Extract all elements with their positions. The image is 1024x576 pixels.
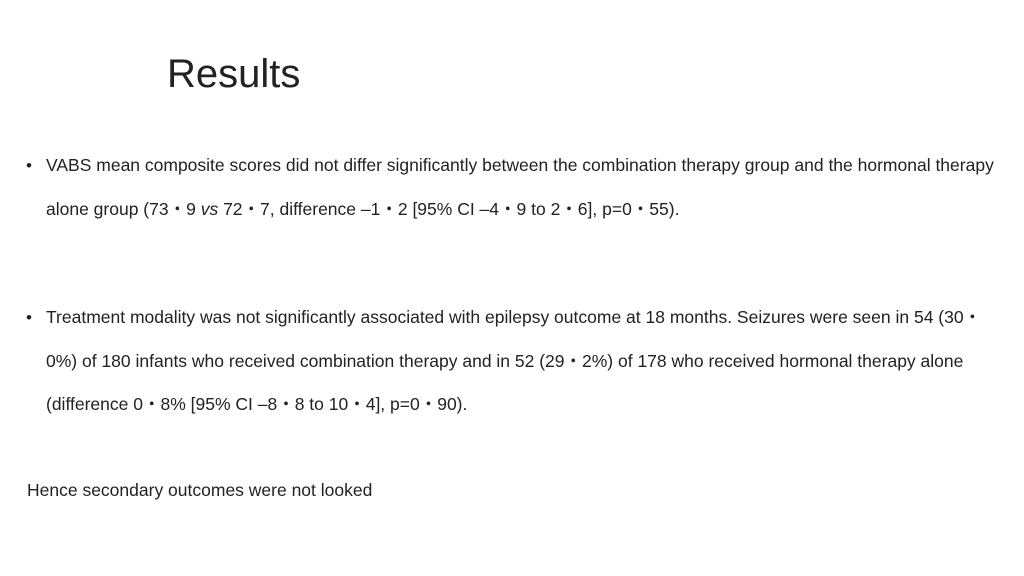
bullet-text: Treatment modality was not significantly…: [46, 307, 982, 414]
bullet-text-post: 72・7, difference –1・2 [95% CI –4・9 to 2・…: [218, 198, 680, 219]
bullet-text-vs: vs: [200, 198, 219, 219]
bullet-icon: •: [26, 156, 32, 175]
bullet-icon: •: [26, 308, 32, 327]
bullet-text-pre: VABS mean composite scores did not diffe…: [46, 155, 994, 219]
bullet-vabs-scores: • VABS mean composite scores did not dif…: [26, 144, 1006, 231]
bullet-epilepsy-outcome: • Treatment modality was not significant…: [26, 296, 1006, 427]
bullet-list: • VABS mean composite scores did not dif…: [26, 144, 1006, 427]
conclusion-text: Hence secondary outcomes were not looked: [27, 480, 373, 500]
slide-title: Results: [167, 52, 301, 96]
